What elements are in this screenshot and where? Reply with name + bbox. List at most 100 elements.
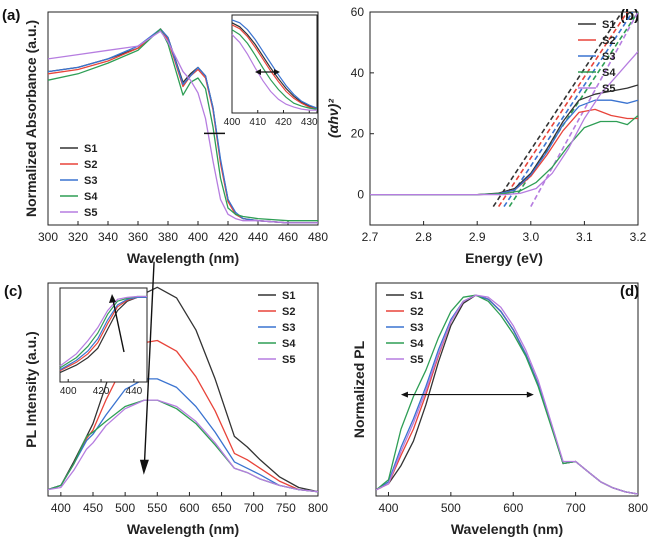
x-tick-label: 800 <box>628 501 648 515</box>
legend-label-s5: S5 <box>602 83 615 95</box>
x-tick-label: 360 <box>128 230 148 244</box>
y-tick-label: 60 <box>351 5 365 19</box>
inset-tick-label: 410 <box>249 117 266 128</box>
x-tick-label: 700 <box>566 501 586 515</box>
legend-label-s2: S2 <box>84 159 97 171</box>
legend-label-s3: S3 <box>84 175 97 187</box>
y-tick-label: 0 <box>357 188 364 202</box>
x-axis-label: Energy (eV) <box>465 250 543 266</box>
x-tick-label: 2.9 <box>469 230 486 244</box>
x-tick-label: 340 <box>98 230 118 244</box>
series-line-s4 <box>48 28 318 222</box>
x-tick-label: 3.1 <box>576 230 593 244</box>
x-tick-label: 460 <box>278 230 298 244</box>
legend-label-s1: S1 <box>410 290 423 302</box>
legend-label-s5: S5 <box>282 354 295 366</box>
panel-c: 400 450 500 550 600 650 700 750 800 Wavelength (n… <box>4 261 328 537</box>
x-tick-label: 800 <box>308 501 328 515</box>
y-tick-label: 20 <box>351 127 365 141</box>
inset-tick-label: 430 <box>301 117 318 128</box>
x-tick-label: 600 <box>179 501 199 515</box>
series-line-s5 <box>48 30 318 224</box>
inset-tick-label: 400 <box>60 386 77 397</box>
plot-frame <box>47 11 319 226</box>
fwhm-arrow-head-left <box>400 391 408 398</box>
x-tick-label: 500 <box>441 501 461 515</box>
x-axis-label: Wavelength (nm) <box>127 250 239 266</box>
inset-arrow-head <box>109 294 116 303</box>
series-line-s4 <box>48 399 318 493</box>
inset-series-line-s5 <box>59 295 147 367</box>
series-line-s5 <box>370 51 638 196</box>
inset-a: 400 410 420 430 <box>224 14 318 128</box>
x-tick-label: 320 <box>68 230 88 244</box>
inset-arrow-tail <box>255 69 261 75</box>
tangent-line-s2 <box>497 12 628 208</box>
legend-label-s4: S4 <box>84 191 98 203</box>
y-axis-label: Normalized PL <box>351 340 367 438</box>
legend-label-s2: S2 <box>410 306 423 318</box>
x-tick-label: 400 <box>51 501 71 515</box>
legend-label-s5: S5 <box>410 354 423 366</box>
legend-label-s4: S4 <box>602 67 616 79</box>
x-tick-label: 500 <box>115 501 135 515</box>
inset-arrow-head <box>274 69 280 75</box>
x-tick-label: 2.7 <box>362 230 379 244</box>
x-tick-label: 420 <box>218 230 238 244</box>
x-tick-label: 650 <box>212 501 232 515</box>
legend-label-s1: S1 <box>282 290 295 302</box>
legend-label-s3: S3 <box>410 322 423 334</box>
legend-label-s4: S4 <box>282 338 296 350</box>
inset-tick-label: 400 <box>224 117 241 128</box>
panel-d: 400 500 600 700 800 Wavelength (nm) Normalized… <box>351 282 648 537</box>
decrease-arrow-line <box>143 261 155 465</box>
inset-series-line-s2 <box>231 24 318 110</box>
panel-a: 300 320 340 360 380 400 420 440 460 480 Wavelength… <box>2 7 328 266</box>
x-tick-label: 450 <box>83 501 103 515</box>
inset-tick-label: 420 <box>93 386 110 397</box>
panel-label: (c) <box>4 283 22 300</box>
legend-label-s4: S4 <box>410 338 424 350</box>
inset-series-line-s5 <box>231 34 317 111</box>
series-line-s1 <box>370 84 638 196</box>
decrease-arrow-head <box>139 459 149 475</box>
series-line-s5 <box>48 399 318 493</box>
legend-label-s1: S1 <box>602 19 615 31</box>
legend-label-s1: S1 <box>84 143 97 155</box>
x-axis-label: Wavelength (nm) <box>451 521 563 537</box>
x-tick-label: 400 <box>188 230 208 244</box>
fwhm-arrow-head-right <box>526 391 534 398</box>
tangent-line-s1 <box>492 12 623 208</box>
tangent-line-s4 <box>508 12 638 208</box>
inset-frame <box>59 287 148 383</box>
panel-label: (d) <box>620 283 639 300</box>
x-tick-label: 3.0 <box>522 230 539 244</box>
y-axis-label: (αhν)² <box>325 99 341 138</box>
series-line-s3 <box>48 378 318 493</box>
x-tick-label: 300 <box>38 230 58 244</box>
legend-label-s3: S3 <box>282 322 295 334</box>
series-line-s5 <box>376 294 638 495</box>
inset-c: 400 420 440 <box>59 287 148 397</box>
x-tick-label: 550 <box>147 501 167 515</box>
panel-label: (a) <box>2 7 20 24</box>
legend-label-s5: S5 <box>84 207 97 219</box>
x-tick-label: 440 <box>248 230 268 244</box>
x-tick-label: 380 <box>158 230 178 244</box>
legend-label-s3: S3 <box>602 51 615 63</box>
x-tick-label: 480 <box>308 230 328 244</box>
plot-frame <box>47 282 319 497</box>
inset-series-line-s3 <box>231 19 318 109</box>
y-tick-label: 40 <box>351 66 365 80</box>
tangent-line-s3 <box>503 12 634 208</box>
x-tick-label: 700 <box>244 501 264 515</box>
panel-b: 2.7 2.8 2.9 3.0 3.1 3.2 0 20 40 60 Energy (eV) (αhν… <box>325 5 647 266</box>
x-tick-label: 750 <box>276 501 296 515</box>
inset-series-line-s4 <box>231 29 318 110</box>
x-tick-label: 2.8 <box>415 230 432 244</box>
plot-frame <box>375 282 639 497</box>
inset-tick-label: 420 <box>275 117 292 128</box>
x-tick-label: 3.2 <box>630 230 647 244</box>
x-tick-label: 600 <box>503 501 523 515</box>
x-axis-label: Wavelength (nm) <box>127 521 239 537</box>
